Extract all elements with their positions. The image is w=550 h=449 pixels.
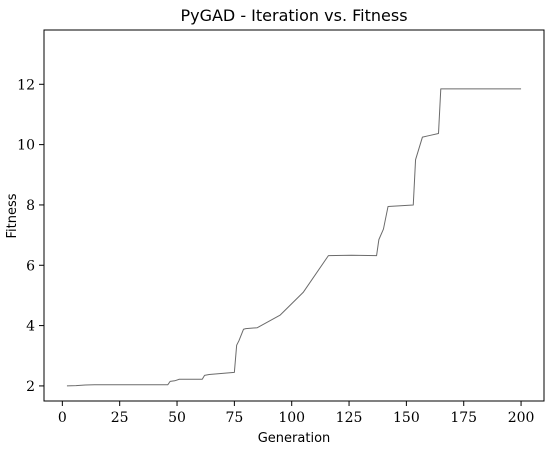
x-tick-label: 25	[111, 410, 129, 426]
x-tick-label: 100	[278, 410, 305, 426]
x-tick-label: 175	[450, 410, 477, 426]
y-axis: 2 4 6 8 10 12	[17, 77, 44, 395]
y-tick-label: 12	[17, 77, 35, 93]
x-tick-label: 150	[393, 410, 420, 426]
chart-title: PyGAD - Iteration vs. Fitness	[180, 6, 407, 25]
y-tick-label: 2	[26, 379, 35, 395]
fitness-line	[66, 88, 522, 387]
series-layer	[66, 88, 522, 387]
x-axis: 0 25 50 75 100 125 150 175 200	[58, 401, 535, 426]
x-tick-label: 125	[336, 410, 363, 426]
x-tick-label: 50	[168, 410, 186, 426]
x-tick-label: 0	[58, 410, 67, 426]
y-axis-label: Fitness	[5, 193, 20, 238]
y-tick-label: 10	[17, 138, 35, 154]
y-tick-label: 4	[26, 319, 35, 335]
plot-frame	[43, 29, 545, 402]
x-tick-label: 75	[225, 410, 243, 426]
x-tick-label: 200	[508, 410, 535, 426]
y-tick-label: 8	[26, 198, 35, 214]
x-axis-label: Generation	[258, 431, 331, 446]
y-tick-label: 6	[26, 258, 35, 274]
